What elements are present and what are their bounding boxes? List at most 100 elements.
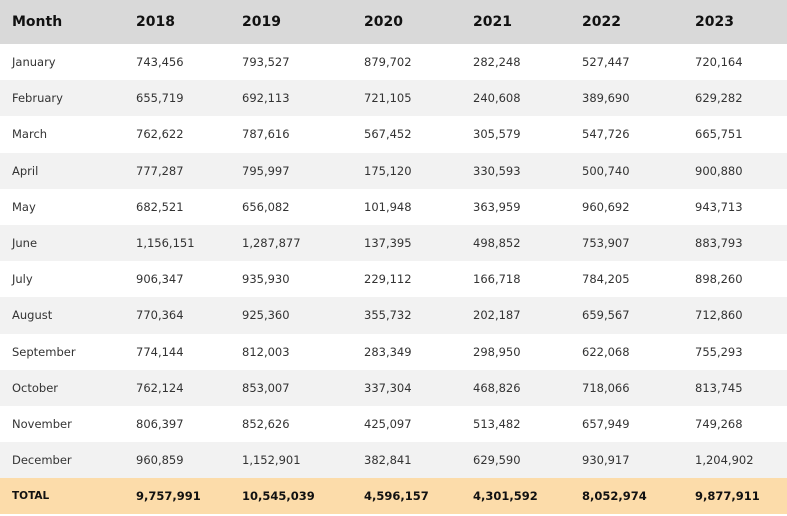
table-row: January 743,456 793,527 879,702 282,248 527,4… <box>0 44 787 81</box>
value-cell: 527,447 <box>582 55 630 70</box>
value-cell: 137,395 <box>364 236 412 251</box>
value-cell: 762,622 <box>136 127 184 142</box>
column-header-month: Month <box>12 14 63 30</box>
value-cell: 943,713 <box>695 199 743 214</box>
value-cell: 682,521 <box>136 199 184 214</box>
column-header-2021: 2021 <box>473 14 512 30</box>
value-cell: 500,740 <box>582 163 630 178</box>
table-row: August 770,364 925,360 355,732 202,187 659,56… <box>0 297 787 334</box>
table-row: May 682,521 656,082 101,948 363,959 960,692 94… <box>0 188 787 225</box>
table-row: June 1,156,151 1,287,877 137,395 498,852 753,… <box>0 224 787 262</box>
month-cell: January <box>12 55 56 70</box>
value-cell: 749,268 <box>695 416 743 431</box>
table-row: September 774,144 812,003 283,349 298,950 622… <box>0 333 787 370</box>
value-cell: 101,948 <box>364 199 412 214</box>
table-row: February 655,719 692,113 721,105 240,608 389,… <box>0 80 787 117</box>
value-cell: 898,260 <box>695 272 743 287</box>
total-cell-2019: 10,545,039 <box>242 489 315 504</box>
month-cell: March <box>12 127 48 142</box>
value-cell: 883,793 <box>695 236 743 251</box>
value-cell: 468,826 <box>473 380 521 395</box>
value-cell: 1,204,902 <box>695 453 754 468</box>
value-cell: 812,003 <box>242 344 290 359</box>
value-cell: 853,007 <box>242 380 290 395</box>
table-row: December 960,859 1,152,901 382,841 629,590 93… <box>0 442 787 479</box>
value-cell: 513,482 <box>473 416 521 431</box>
value-cell: 960,692 <box>582 199 630 214</box>
month-cell: April <box>12 163 39 178</box>
value-cell: 852,626 <box>242 416 290 431</box>
total-cell-2020: 4,596,157 <box>364 489 429 504</box>
value-cell: 762,124 <box>136 380 184 395</box>
value-cell: 330,593 <box>473 163 521 178</box>
value-cell: 283,349 <box>364 344 412 359</box>
value-cell: 629,590 <box>473 453 521 468</box>
value-cell: 425,097 <box>364 416 412 431</box>
month-cell: August <box>12 308 53 323</box>
value-cell: 629,282 <box>695 91 743 106</box>
value-cell: 806,397 <box>136 416 184 431</box>
value-cell: 240,608 <box>473 91 521 106</box>
column-header-2022: 2022 <box>582 14 621 30</box>
value-cell: 298,950 <box>473 344 521 359</box>
value-cell: 655,719 <box>136 91 184 106</box>
value-cell: 770,364 <box>136 308 184 323</box>
value-cell: 692,113 <box>242 91 290 106</box>
value-cell: 498,852 <box>473 236 521 251</box>
value-cell: 622,068 <box>582 344 630 359</box>
value-cell: 753,907 <box>582 236 630 251</box>
table-row: October 762,124 853,007 337,304 468,826 718,0… <box>0 369 787 406</box>
month-cell: October <box>12 380 59 395</box>
column-header-2023: 2023 <box>695 14 734 30</box>
month-cell: May <box>12 199 36 214</box>
value-cell: 305,579 <box>473 127 521 142</box>
month-cell: December <box>12 453 72 468</box>
total-cell-2018: 9,757,991 <box>136 489 201 504</box>
column-header-2019: 2019 <box>242 14 281 30</box>
value-cell: 656,082 <box>242 199 290 214</box>
value-cell: 337,304 <box>364 380 412 395</box>
value-cell: 1,156,151 <box>136 236 195 251</box>
value-cell: 567,452 <box>364 127 412 142</box>
value-cell: 363,959 <box>473 199 521 214</box>
table-row: November 806,397 852,626 425,097 513,482 657,… <box>0 405 787 443</box>
total-cell-2023: 9,877,911 <box>695 489 760 504</box>
table-body: January 743,456 793,527 879,702 282,248 527,4… <box>0 44 787 479</box>
value-cell: 718,066 <box>582 380 630 395</box>
value-cell: 755,293 <box>695 344 743 359</box>
total-row: TOTAL 9,757,991 10,545,039 4,596,157 4,3… <box>0 478 787 515</box>
value-cell: 659,567 <box>582 308 630 323</box>
value-cell: 175,120 <box>364 163 412 178</box>
value-cell: 1,152,901 <box>242 453 301 468</box>
month-cell: July <box>12 272 33 287</box>
value-cell: 930,917 <box>582 453 630 468</box>
value-cell: 229,112 <box>364 272 412 287</box>
value-cell: 900,880 <box>695 163 743 178</box>
total-cell-2021: 4,301,592 <box>473 489 538 504</box>
value-cell: 793,527 <box>242 55 290 70</box>
column-header-2018: 2018 <box>136 14 175 30</box>
value-cell: 879,702 <box>364 55 412 70</box>
column-header-2020: 2020 <box>364 14 403 30</box>
month-cell: February <box>12 91 63 106</box>
table-row: July 906,347 935,930 229,112 166,718 784,205 8… <box>0 261 787 298</box>
value-cell: 389,690 <box>582 91 630 106</box>
value-cell: 720,164 <box>695 55 743 70</box>
month-cell: November <box>12 416 72 431</box>
value-cell: 1,287,877 <box>242 236 301 251</box>
value-cell: 712,860 <box>695 308 743 323</box>
value-cell: 935,930 <box>242 272 290 287</box>
value-cell: 547,726 <box>582 127 630 142</box>
value-cell: 282,248 <box>473 55 521 70</box>
value-cell: 382,841 <box>364 453 412 468</box>
value-cell: 721,105 <box>364 91 412 106</box>
value-cell: 906,347 <box>136 272 184 287</box>
value-cell: 355,732 <box>364 308 412 323</box>
value-cell: 813,745 <box>695 380 743 395</box>
value-cell: 784,205 <box>582 272 630 287</box>
value-cell: 657,949 <box>582 416 630 431</box>
total-cell-2022: 8,052,974 <box>582 489 647 504</box>
value-cell: 774,144 <box>136 344 184 359</box>
value-cell: 202,187 <box>473 308 521 323</box>
